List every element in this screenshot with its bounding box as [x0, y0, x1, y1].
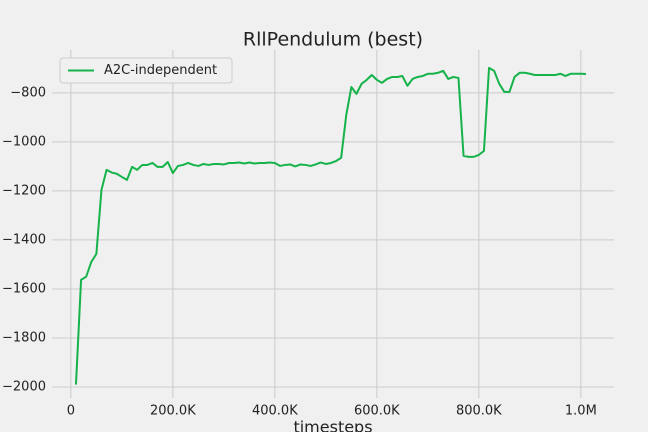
x-tick-label: 400.0K: [252, 404, 298, 419]
y-tick-label: −1200: [2, 183, 46, 198]
series-line: [74, 66, 586, 385]
y-tick-label: −1600: [2, 281, 46, 296]
chart-title: RllPendulum (best): [243, 29, 423, 51]
y-tick-label: −1400: [2, 232, 46, 247]
x-tick-label: 600.0K: [354, 404, 400, 419]
y-tick-label: −1800: [2, 330, 46, 345]
x-axis-label: timesteps: [293, 418, 372, 432]
y-tick-label: −800: [10, 85, 46, 100]
x-tick-label: 0: [67, 404, 75, 419]
legend-box: [59, 57, 233, 84]
x-tick-label: 200.0K: [150, 404, 196, 419]
legend-label: A2C-independent: [104, 63, 217, 78]
x-tick-label: 800.0K: [456, 404, 502, 419]
y-tick-label: −2000: [2, 379, 46, 394]
x-tick-label: 1.0M: [565, 404, 597, 419]
y-tick-label: −1000: [2, 134, 46, 149]
